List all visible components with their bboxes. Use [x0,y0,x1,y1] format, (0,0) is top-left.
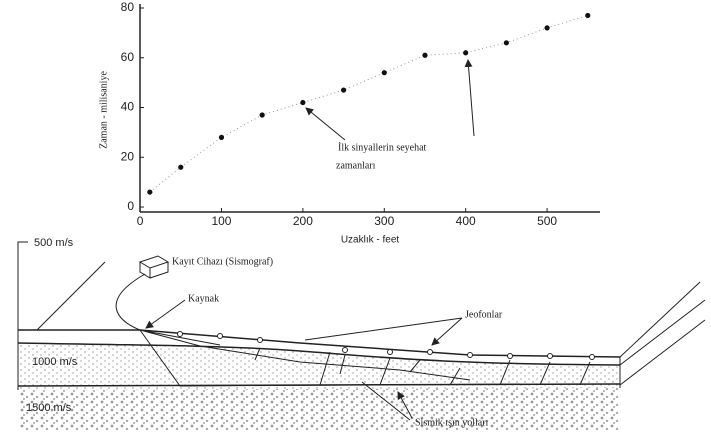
layer-label: 1500 m/s [26,402,72,414]
ray-path [139,329,521,387]
edge [17,241,621,390]
x-tick-label: 200 [293,214,313,228]
ray-path [254,347,591,386]
trend-line [149,14,588,193]
bedrock [18,388,620,430]
geophones [177,331,595,360]
chart: Uzaklık - feet Zaman - milisaniye İlk si… [98,4,600,246]
annotation: İlk sinyallerin seyehat [338,141,427,153]
cable [115,273,146,331]
layer [18,343,620,390]
point [259,112,265,118]
diagram [17,241,706,430]
x-tick-label: 100 [211,214,231,228]
point [544,25,550,31]
point [178,164,184,170]
ray-label: Sismik ışın yolları [415,417,489,428]
recorder [138,255,170,279]
annotation: zamanları [336,160,376,171]
point [585,12,591,19]
recorder-label: Kayıt Cihazı (Sismograf) [172,256,273,267]
point [463,50,469,56]
layer-label: 500 m/s [34,237,74,249]
y-tick-label: 60 [121,50,135,64]
x-tick-label: 500 [537,214,557,228]
layer-label: 1000 m/s [32,356,78,368]
ground-surface [18,329,621,358]
point [422,52,428,58]
point [218,134,225,140]
source-label: Kaynak [188,293,219,304]
annotation-arrow [305,107,346,141]
x-tick-label: 300 [374,214,394,228]
y-tick-label: 0 [127,199,134,213]
arrow [304,317,463,345]
point [147,189,153,195]
edge [619,281,706,386]
layer-boundary [17,342,621,366]
annotation-arrow [464,59,475,137]
point [300,99,306,106]
point [340,87,347,93]
geophone-label: Jeofonlar [465,309,503,320]
point [503,40,509,46]
x-axis-label: Uzaklık - feet [341,235,400,246]
y-tick-label: 80 [121,0,135,14]
arrow [361,381,413,421]
y-tick-label: 40 [121,100,135,114]
x-tick-label: 0 [137,214,144,228]
y-tick-label: 20 [121,149,135,163]
x-tick-label: 400 [456,214,476,228]
y-axis-label: Zaman - milisaniye [98,71,109,149]
arrow [145,299,186,329]
point [381,70,387,76]
